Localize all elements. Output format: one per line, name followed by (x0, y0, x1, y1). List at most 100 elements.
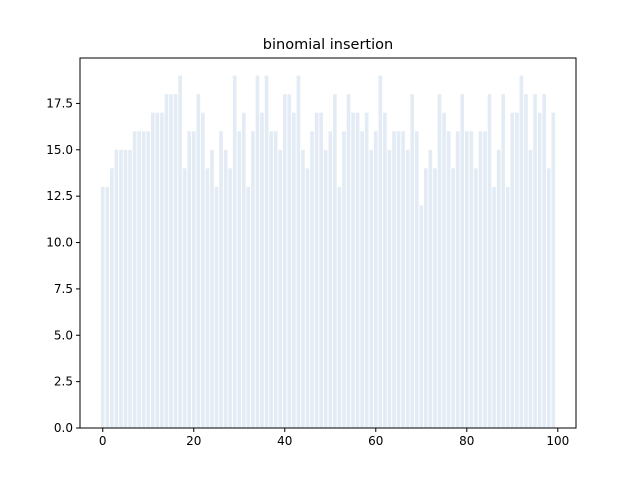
bar-33 (251, 131, 255, 428)
bar-25 (214, 186, 219, 428)
bar-45 (305, 168, 310, 428)
bar-11 (150, 112, 155, 429)
y-tick-label: 2.5 (54, 375, 73, 389)
bar-3 (114, 149, 119, 429)
bar-89 (505, 186, 510, 428)
bar-31 (242, 112, 246, 429)
x-tick-label: 20 (186, 434, 201, 448)
bar-95 (533, 94, 537, 429)
bar-16 (173, 94, 178, 429)
bar-63 (387, 149, 392, 429)
bar-37 (269, 131, 273, 428)
bar-66 (401, 131, 405, 428)
bar-69 (414, 131, 419, 428)
bar-96 (537, 112, 542, 429)
bar-29 (232, 75, 237, 429)
bar-79 (460, 94, 465, 429)
bar-40 (282, 94, 287, 429)
bar-24 (210, 149, 214, 429)
bar-84 (483, 131, 487, 428)
bar-70 (419, 205, 424, 428)
bar-87 (496, 149, 501, 429)
x-tick-label: 80 (459, 434, 474, 448)
bar-80 (464, 131, 469, 428)
y-tick-label: 15.0 (46, 143, 73, 157)
bar-1 (105, 186, 110, 428)
bar-48 (319, 112, 323, 429)
bar-92 (519, 75, 524, 429)
bar-6 (128, 149, 132, 429)
bars-group (100, 75, 556, 429)
bar-61 (378, 75, 383, 429)
bar-83 (478, 131, 483, 428)
bar-94 (528, 149, 533, 429)
chart-title: binomial insertion (263, 37, 393, 53)
bar-65 (396, 131, 401, 428)
bar-46 (310, 131, 314, 428)
bar-60 (373, 131, 378, 428)
bar-26 (219, 131, 223, 428)
bar-72 (428, 149, 433, 429)
bar-43 (296, 75, 301, 429)
x-tick-label: 100 (546, 434, 569, 448)
bar-58 (364, 112, 369, 429)
bar-22 (201, 112, 205, 429)
x-tick-label: 60 (368, 434, 383, 448)
bar-99 (551, 112, 556, 429)
x-axis-ticks: 0 20 40 60 80 100 (99, 428, 569, 448)
bar-78 (455, 131, 460, 428)
bar-8 (137, 131, 141, 428)
bar-98 (546, 168, 551, 428)
bar-52 (337, 186, 342, 428)
bar-50 (328, 131, 333, 428)
bar-21 (196, 94, 201, 429)
bar-76 (446, 131, 451, 428)
y-tick-label: 10.0 (46, 236, 73, 250)
bar-20 (191, 131, 196, 428)
bar-49 (323, 149, 328, 429)
bar-17 (178, 75, 182, 429)
bar-19 (187, 131, 192, 428)
bar-4 (119, 149, 123, 429)
bar-32 (246, 186, 251, 428)
bar-5 (123, 149, 128, 429)
bar-13 (160, 112, 164, 429)
bar-10 (146, 131, 151, 428)
y-tick-label: 17.5 (46, 96, 73, 110)
bar-35 (260, 112, 264, 429)
bar-88 (501, 94, 506, 429)
bar-55 (351, 112, 355, 429)
bar-82 (474, 168, 478, 428)
bar-74 (437, 94, 442, 429)
bar-51 (333, 94, 337, 429)
bar-85 (487, 94, 492, 429)
bar-75 (442, 112, 446, 429)
bar-27 (223, 149, 228, 429)
bar-28 (228, 168, 232, 428)
bar-90 (510, 112, 515, 429)
bar-54 (346, 94, 351, 429)
bar-77 (451, 168, 455, 428)
bar-7 (132, 131, 137, 428)
bar-23 (205, 168, 210, 428)
bar-41 (287, 94, 292, 429)
bar-86 (492, 186, 496, 428)
plot-frame (79, 57, 577, 429)
bar-47 (314, 112, 319, 429)
bar-39 (278, 149, 283, 429)
bar-91 (515, 112, 519, 429)
x-tick-label: 40 (277, 434, 292, 448)
y-tick-label: 0.0 (54, 421, 73, 435)
y-tick-label: 7.5 (54, 282, 73, 296)
bar-57 (360, 131, 364, 428)
bar-14 (164, 94, 169, 429)
bar-42 (292, 112, 296, 429)
bar-68 (410, 94, 414, 429)
bar-97 (542, 94, 546, 429)
bar-44 (301, 149, 305, 429)
bar-67 (405, 149, 410, 429)
y-axis-ticks: 0.0 2.5 5.0 7.5 10.0 12.5 15.0 17.5 (46, 96, 80, 435)
bar-2 (110, 168, 114, 428)
bar-18 (182, 168, 187, 428)
